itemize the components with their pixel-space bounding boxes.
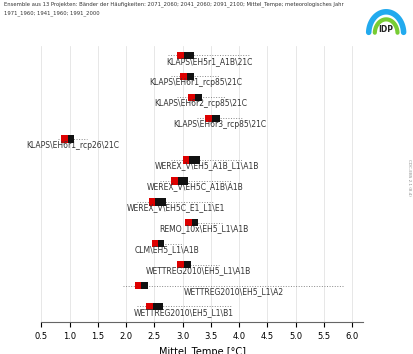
Bar bbox=[158, 240, 164, 247]
Bar bbox=[184, 261, 190, 268]
Text: KLAPS\EH6r1_rcp85\21C: KLAPS\EH6r1_rcp85\21C bbox=[149, 78, 242, 87]
Text: 1971_1960; 1941_1960; 1991_2000: 1971_1960; 1941_1960; 1991_2000 bbox=[4, 11, 100, 16]
Bar bbox=[180, 73, 187, 80]
X-axis label: Mittel_Tempe [°C]: Mittel_Tempe [°C] bbox=[159, 347, 246, 354]
Bar bbox=[177, 52, 184, 59]
Bar bbox=[178, 177, 188, 184]
Bar bbox=[155, 198, 166, 206]
Text: WEREX_V\EH5C_E1_L1\E1: WEREX_V\EH5C_E1_L1\E1 bbox=[126, 203, 225, 212]
Text: WETTREG2010\EH5_L1\A1B: WETTREG2010\EH5_L1\A1B bbox=[145, 266, 251, 275]
Bar bbox=[146, 303, 153, 310]
Bar bbox=[184, 52, 195, 59]
Bar bbox=[149, 198, 155, 206]
Text: IDP: IDP bbox=[379, 25, 394, 34]
Text: CDC-EBS 2.1 (8.4): CDC-EBS 2.1 (8.4) bbox=[407, 159, 411, 195]
Bar bbox=[188, 93, 195, 101]
Text: Ensemble aus 13 Projekten: Bänder der Häufigkeiten: 2071_2060; 2041_2060; 2091_2: Ensemble aus 13 Projekten: Bänder der Hä… bbox=[4, 2, 344, 7]
Bar bbox=[187, 73, 194, 80]
Bar bbox=[69, 136, 74, 143]
Bar bbox=[152, 240, 158, 247]
Text: KLAPS\EH5r1_A1B\21C: KLAPS\EH5r1_A1B\21C bbox=[166, 57, 253, 66]
Text: KLAPS\EH6r1_rcp26\21C: KLAPS\EH6r1_rcp26\21C bbox=[26, 141, 119, 149]
Text: REMO_10x\EH5_L1\A1B: REMO_10x\EH5_L1\A1B bbox=[159, 224, 248, 233]
Bar bbox=[183, 156, 190, 164]
Bar bbox=[171, 177, 178, 184]
Text: CLM\EH5_L1\A1B: CLM\EH5_L1\A1B bbox=[135, 245, 199, 254]
Text: KLAPS\EH6r3_rcp85\21C: KLAPS\EH6r3_rcp85\21C bbox=[173, 120, 266, 129]
Bar bbox=[205, 115, 212, 122]
Bar bbox=[177, 261, 184, 268]
Bar bbox=[190, 156, 199, 164]
Bar bbox=[135, 282, 141, 289]
Text: KLAPS\EH6r2_rcp85\21C: KLAPS\EH6r2_rcp85\21C bbox=[154, 99, 247, 108]
Bar bbox=[153, 303, 163, 310]
Bar bbox=[141, 282, 148, 289]
Text: WETTREG2010\EH5_L1\A2: WETTREG2010\EH5_L1\A2 bbox=[183, 287, 283, 296]
Text: WETTREG2010\EH5_L1\B1: WETTREG2010\EH5_L1\B1 bbox=[134, 308, 234, 317]
Bar bbox=[185, 219, 192, 227]
Text: WEREX_V\EH5_A1B_L1\A1B: WEREX_V\EH5_A1B_L1\A1B bbox=[154, 161, 259, 171]
Bar bbox=[195, 93, 202, 101]
Bar bbox=[212, 115, 221, 122]
Bar bbox=[192, 219, 198, 227]
Bar bbox=[61, 136, 69, 143]
Text: WEREX_V\EH5C_A1B\A1B: WEREX_V\EH5C_A1B\A1B bbox=[147, 182, 244, 192]
